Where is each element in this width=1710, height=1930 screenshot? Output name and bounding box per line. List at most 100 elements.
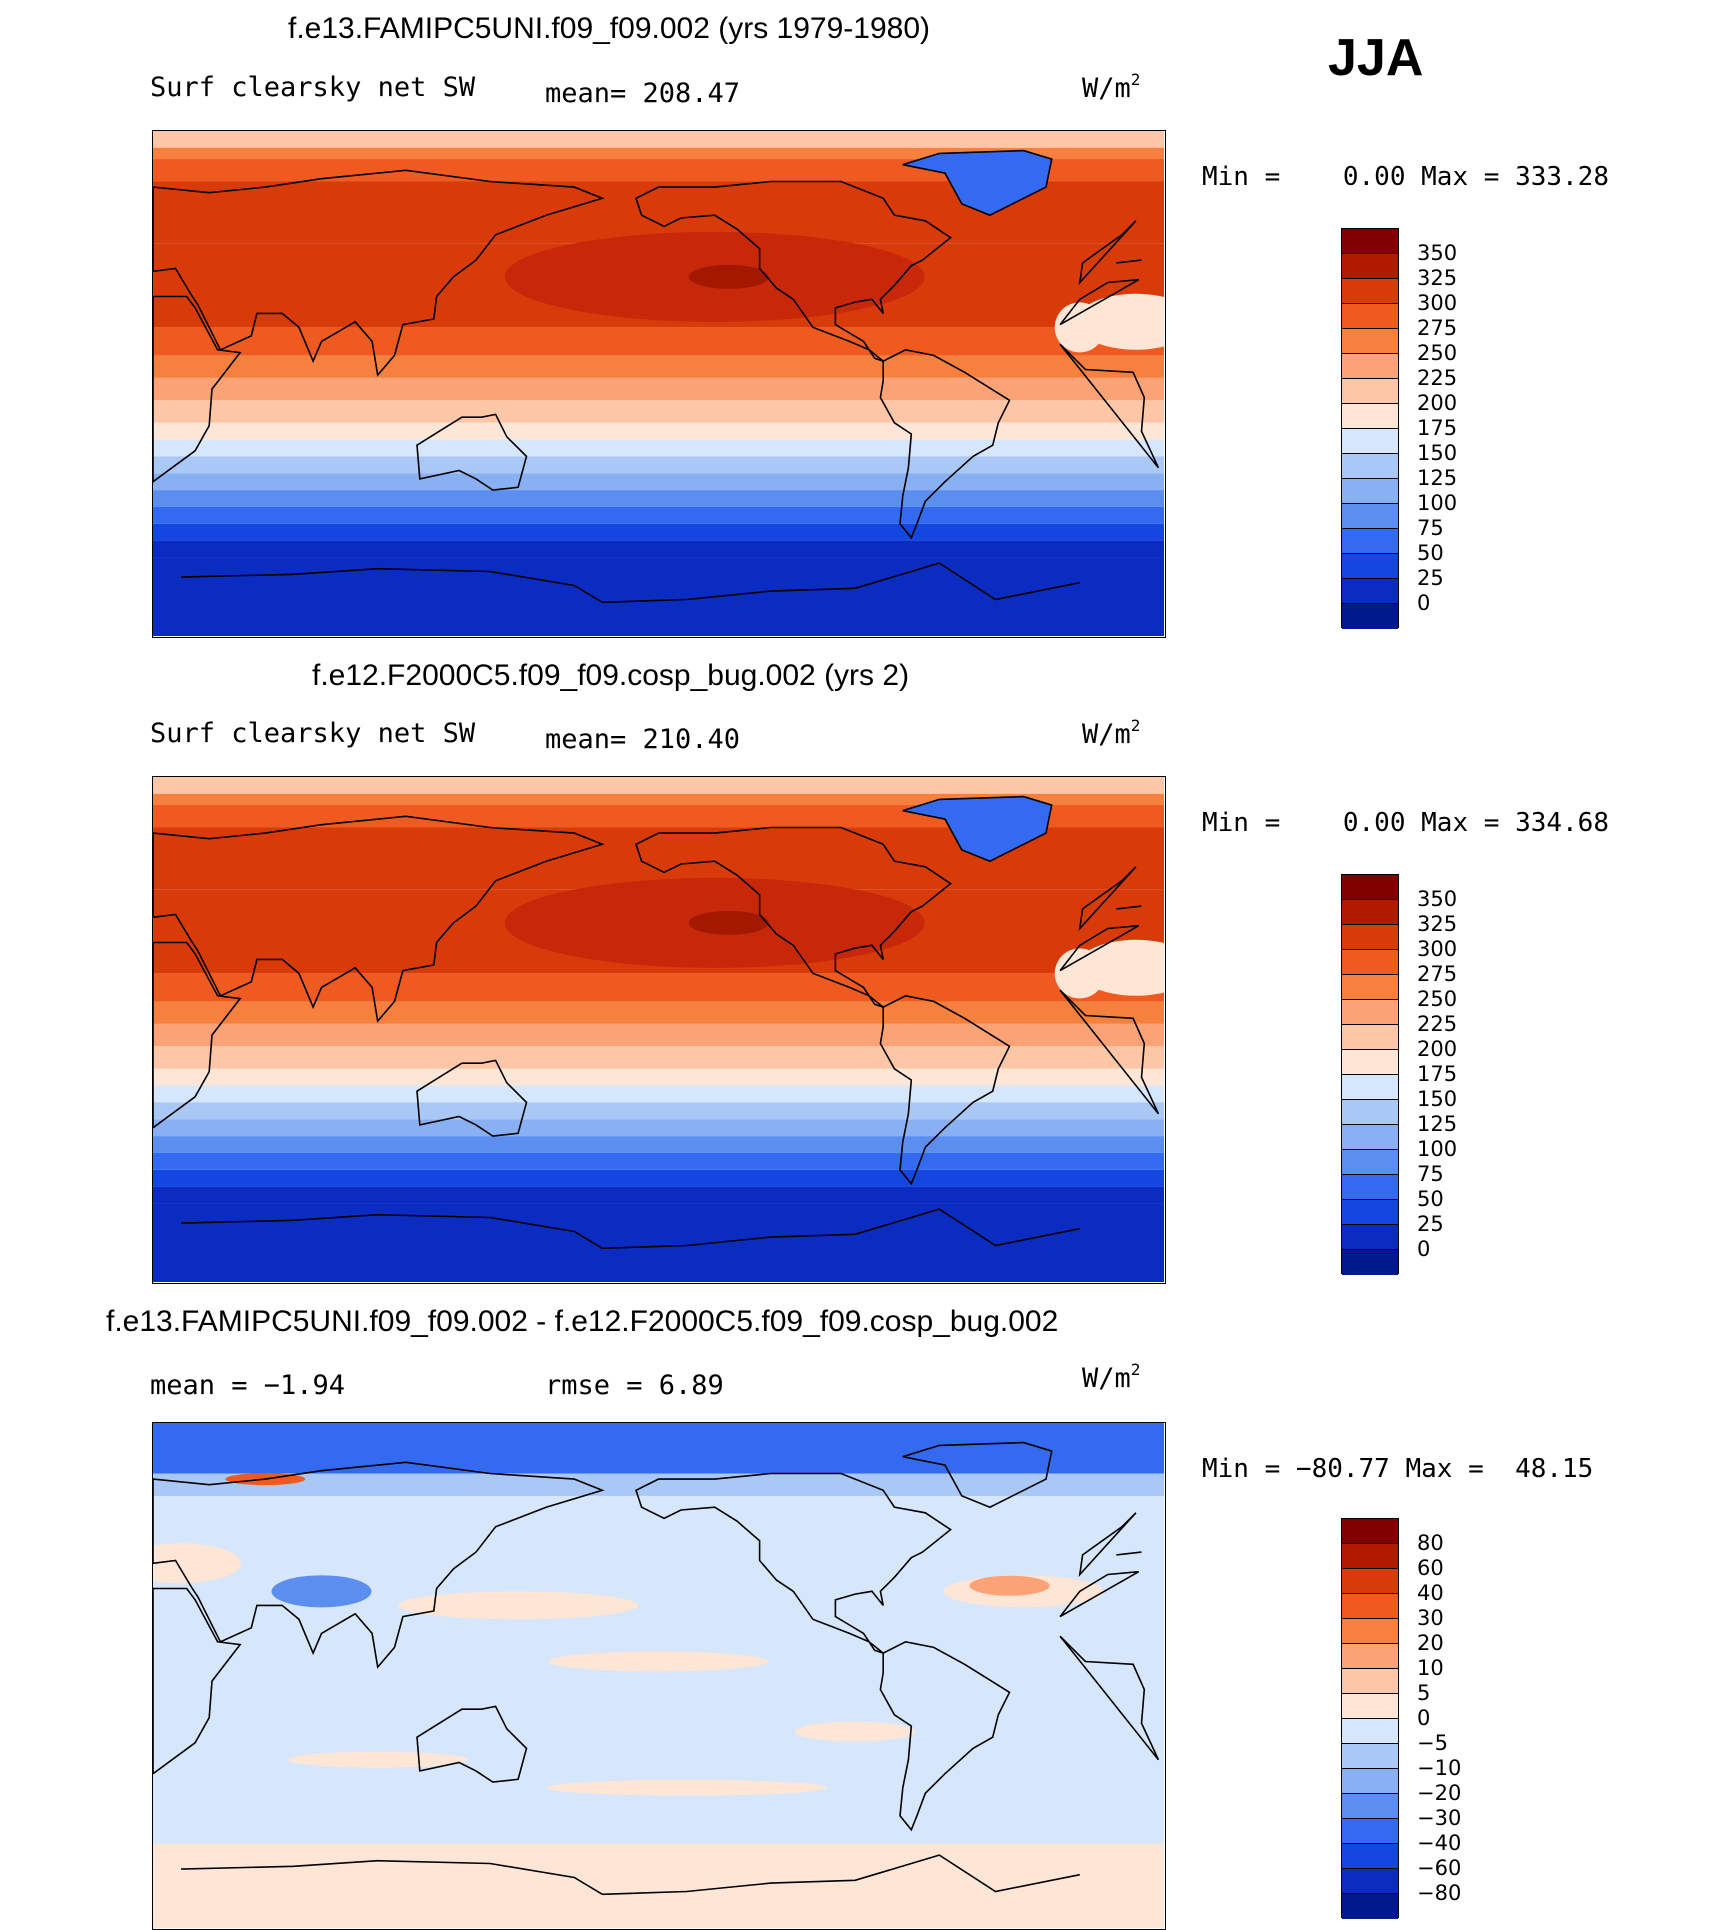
colorbar-tick-label: 350 <box>1417 241 1458 265</box>
colorbar-swatch <box>1342 950 1398 975</box>
field-band <box>153 1085 1164 1103</box>
panel-3-units: W/m2 <box>1082 1360 1141 1394</box>
colorbar-tick-label: 100 <box>1417 1137 1458 1161</box>
colorbar-tick-label: 20 <box>1417 1631 1444 1655</box>
colorbar-swatch <box>1342 254 1398 279</box>
coastline-south-america <box>879 348 1011 540</box>
colorbar-swatch <box>1342 1075 1398 1100</box>
field-maximum-core <box>688 910 769 935</box>
colorbar-swatch <box>1342 1200 1398 1225</box>
coastline-antarctica-coast <box>181 1213 603 1249</box>
colorbar-tick-label: −10 <box>1417 1756 1462 1780</box>
field-greenland <box>902 796 1052 862</box>
colorbar-tick-label: 50 <box>1417 1187 1444 1211</box>
panel-2-map <box>152 776 1166 1284</box>
coastline-africa <box>1059 278 1140 326</box>
coastline-eurasia <box>1078 1512 1137 1577</box>
colorbar-tick-label: 25 <box>1417 566 1444 590</box>
coastline-eurasia <box>153 1461 605 1669</box>
field-band <box>153 456 1164 474</box>
colorbar-tick-label: −60 <box>1417 1856 1462 1880</box>
field-band <box>153 1186 1164 1204</box>
field-positive-patch <box>287 1751 468 1768</box>
colorbar-tick-label: 75 <box>1417 516 1444 540</box>
coastline-africa <box>1059 1570 1140 1618</box>
field-maximum-core <box>688 264 769 289</box>
colorbar-tick-label: 200 <box>1417 1037 1458 1061</box>
colorbar-tick-label: 40 <box>1417 1581 1444 1605</box>
colorbar-swatch <box>1342 554 1398 579</box>
colorbar-swatch <box>1342 1869 1398 1894</box>
coastline-south-america <box>879 994 1011 1186</box>
panel-2-map-field <box>153 777 1164 1282</box>
coastline-greenland <box>902 149 1053 217</box>
panel-1-map-field <box>153 131 1164 636</box>
field-band <box>153 400 1164 423</box>
colorbar-tick-label: 325 <box>1417 266 1458 290</box>
colorbar-swatches <box>1341 228 1399 629</box>
colorbar-swatch <box>1342 1819 1398 1844</box>
field-band <box>153 473 1164 491</box>
colorbar-tick-label: 325 <box>1417 912 1458 936</box>
coastline-africa <box>1059 1635 1160 1761</box>
colorbar-swatch <box>1342 529 1398 554</box>
coastline-africa <box>153 295 242 483</box>
panel-3-minmax: Min = −80.77 Max = 48.15 <box>1202 1454 1594 1484</box>
colorbar-tick-label: 125 <box>1417 466 1458 490</box>
colorbar-swatch <box>1342 1175 1398 1200</box>
colorbar-tick-label: −5 <box>1417 1731 1448 1755</box>
colorbar-tick-label: 275 <box>1417 316 1458 340</box>
colorbar-tick-label: 225 <box>1417 1012 1458 1036</box>
colorbar-tick-label: 5 <box>1417 1681 1431 1705</box>
colorbar-swatch <box>1342 379 1398 404</box>
colorbar-swatch <box>1342 1694 1398 1719</box>
colorbar-tick-label: −30 <box>1417 1806 1462 1830</box>
field-band <box>153 1001 1164 1024</box>
coastline-antarctica-coast <box>181 567 603 603</box>
colorbar-tick-label: 300 <box>1417 291 1458 315</box>
colorbar-tick-label: 0 <box>1417 1706 1431 1730</box>
field-arctic <box>153 1423 1164 1474</box>
colorbar-swatch <box>1342 1669 1398 1694</box>
season-label: JJA <box>1328 29 1424 87</box>
coastline-antarctica-coast <box>181 1859 603 1895</box>
colorbar-swatch <box>1342 454 1398 479</box>
coastline-africa <box>153 941 242 1129</box>
coastline-antarctica-coast <box>602 1208 1080 1250</box>
field-band <box>153 1119 1164 1137</box>
coastline-eurasia <box>153 169 605 377</box>
colorbar-tick-label: 250 <box>1417 987 1458 1011</box>
field-band <box>153 1169 1164 1187</box>
coastline-africa <box>1059 989 1160 1115</box>
colorbar-swatches <box>1341 1518 1399 1919</box>
field-band <box>153 355 1164 378</box>
colorbar-swatch <box>1342 1894 1398 1919</box>
field-band <box>153 147 1164 160</box>
coastline-africa <box>1059 343 1160 469</box>
coastline-africa <box>1059 924 1140 972</box>
coastline-eurasia <box>1078 220 1137 285</box>
colorbar-tick-label: 60 <box>1417 1556 1444 1580</box>
field-band <box>153 1203 1164 1282</box>
coastline-australia <box>416 413 528 491</box>
coastline-eurasia <box>1078 866 1137 931</box>
field-band <box>153 490 1164 507</box>
panel-2-variable-label: Surf clearsky net SW <box>150 718 476 749</box>
colorbar-swatch <box>1342 875 1398 900</box>
field-band <box>153 422 1164 440</box>
panel-3-mean-label: mean = −1.94 <box>150 1370 346 1401</box>
field-positive-patch <box>153 1543 242 1584</box>
colorbar-tick-label: 300 <box>1417 937 1458 961</box>
colorbar-tick-label: 275 <box>1417 962 1458 986</box>
colorbar-swatch <box>1342 1519 1398 1544</box>
colorbar-swatch <box>1342 329 1398 354</box>
colorbar-tick-label: 250 <box>1417 341 1458 365</box>
colorbar-tick-label: 350 <box>1417 887 1458 911</box>
colorbar-swatch <box>1342 1544 1398 1569</box>
colorbar-swatch <box>1342 1719 1398 1744</box>
panel-1-title: f.e13.FAMIPC5UNI.f09_f09.002 (yrs 1979-1… <box>288 12 931 45</box>
panel-3-map-field <box>153 1423 1164 1928</box>
coastline-australia <box>416 1059 528 1137</box>
colorbar-swatches <box>1341 874 1399 1275</box>
colorbar-tick-label: −80 <box>1417 1881 1462 1905</box>
